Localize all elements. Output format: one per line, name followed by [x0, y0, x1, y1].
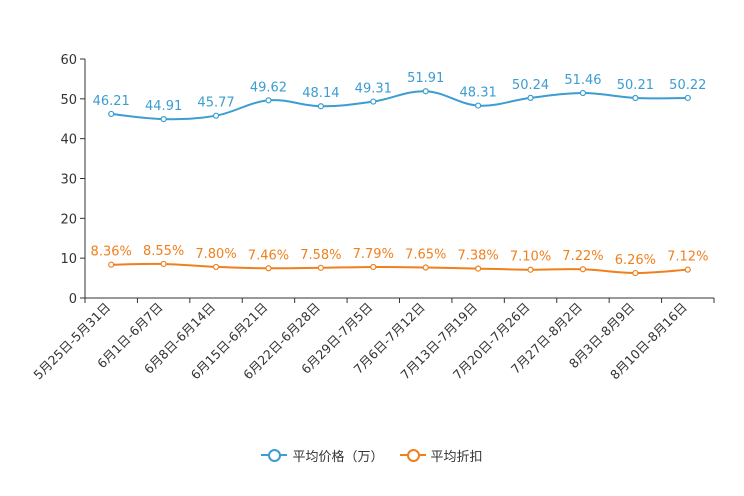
- data-label-0: 50.22: [669, 78, 706, 93]
- data-point-0: [212, 112, 220, 119]
- data-point-1: [422, 264, 429, 271]
- data-point-1: [632, 269, 639, 277]
- data-label-1: 7.65%: [405, 248, 446, 263]
- data-point-1: [579, 266, 587, 273]
- data-label-1: 7.79%: [353, 247, 394, 262]
- data-point-1: [265, 265, 272, 272]
- legend-item-avg-discount[interactable]: 平均折扣: [399, 446, 483, 465]
- series-line-0: [111, 90, 688, 121]
- data-point-0: [108, 110, 115, 118]
- chart-legend: 平均价格（万） 平均折扣: [0, 444, 744, 466]
- data-label-0: 49.62: [250, 80, 287, 95]
- data-label-1: 7.46%: [248, 248, 289, 263]
- data-point-0: [265, 97, 272, 104]
- data-point-0: [579, 89, 587, 97]
- x-tick-label: 5月25日-5月31日: [30, 300, 113, 383]
- legend-symbol-avg-price-icon: [261, 448, 288, 462]
- data-label-1: 8.36%: [91, 245, 132, 260]
- data-point-1: [684, 266, 691, 273]
- legend-item-avg-price[interactable]: 平均价格（万）: [261, 446, 384, 465]
- data-label-0: 48.14: [302, 86, 339, 101]
- y-tick-label: 30: [60, 173, 77, 188]
- series-line-1: [111, 262, 688, 275]
- data-label-0: 49.31: [355, 82, 392, 97]
- y-tick-label: 10: [60, 252, 77, 267]
- data-label-0: 44.91: [145, 99, 182, 114]
- data-label-0: 46.21: [93, 94, 130, 109]
- data-point-0: [475, 102, 482, 109]
- legend-symbol-avg-discount-icon: [399, 448, 426, 462]
- data-label-0: 45.77: [197, 96, 234, 111]
- data-point-0: [422, 88, 429, 95]
- data-point-1: [370, 263, 377, 271]
- data-label-0: 51.46: [564, 73, 601, 88]
- data-point-1: [160, 260, 167, 268]
- data-label-1: 8.55%: [143, 244, 184, 259]
- data-point-1: [212, 263, 220, 271]
- y-tick-label: 20: [60, 212, 77, 227]
- data-label-0: 50.24: [512, 78, 549, 93]
- data-point-0: [684, 94, 691, 102]
- data-point-0: [527, 94, 534, 101]
- y-tick-label: 50: [60, 93, 77, 108]
- data-point-0: [370, 98, 377, 105]
- data-point-1: [317, 264, 324, 271]
- y-tick-label: 40: [60, 133, 77, 148]
- data-point-1: [527, 266, 534, 273]
- y-tick-label: 60: [60, 53, 77, 68]
- legend-label-avg-discount: 平均折扣: [430, 449, 483, 465]
- data-label-0: 48.31: [460, 86, 497, 101]
- data-point-0: [632, 94, 639, 102]
- data-point-0: [160, 116, 167, 123]
- line-chart: 01020304050605月25日-5月31日6月1日-6月7日6月8日-6月…: [30, 53, 715, 383]
- data-label-0: 51.91: [407, 71, 444, 86]
- data-label-1: 7.80%: [195, 247, 236, 262]
- legend-label-avg-price: 平均价格（万）: [292, 449, 384, 465]
- data-label-1: 7.12%: [667, 250, 708, 265]
- data-label-1: 7.58%: [300, 248, 341, 263]
- data-point-1: [475, 265, 482, 272]
- y-tick-label: 0: [69, 292, 77, 307]
- data-point-0: [317, 103, 324, 110]
- data-label-1: 6.26%: [615, 253, 656, 268]
- data-label-1: 7.38%: [457, 249, 498, 264]
- data-label-1: 7.10%: [510, 250, 551, 265]
- data-point-1: [108, 261, 115, 268]
- data-label-1: 7.22%: [562, 249, 603, 264]
- data-label-0: 50.21: [617, 78, 654, 93]
